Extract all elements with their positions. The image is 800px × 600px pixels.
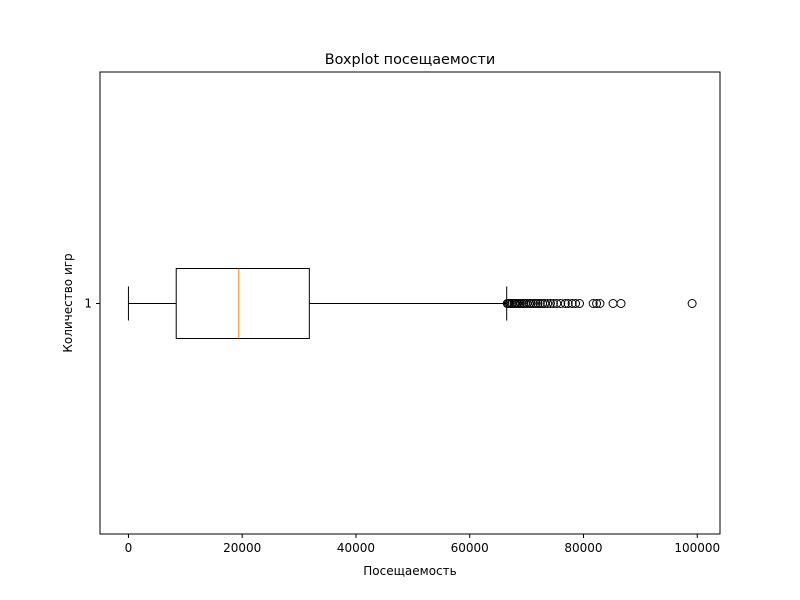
plot-area: 0 20000 40000 60000 80000 100000 1 — [84, 268, 720, 555]
y-tick-label: 1 — [84, 297, 92, 311]
outlier-point — [522, 299, 532, 308]
outlier-point — [563, 299, 573, 308]
x-tick-label: 0 — [125, 541, 133, 555]
outlier-point — [567, 299, 577, 308]
chart-title: Boxplot посещаемости — [325, 52, 495, 68]
outlier-point — [528, 299, 538, 308]
x-tick-label: 40000 — [337, 541, 375, 555]
outlier-point — [543, 299, 553, 308]
outlier-point — [526, 299, 536, 308]
outlier-point — [556, 299, 566, 308]
outlier-point — [571, 299, 581, 308]
outlier-point — [575, 299, 585, 308]
outlier-point — [531, 299, 541, 308]
x-axis-label: Посещаемость — [363, 564, 456, 578]
outlier-point — [687, 299, 697, 308]
outlier-point — [540, 299, 550, 308]
x-tick-label: 60000 — [451, 541, 489, 555]
outlier-point — [595, 299, 605, 308]
outlier-point — [588, 299, 598, 308]
outlier-point — [592, 299, 602, 308]
outlier-point — [552, 299, 562, 308]
y-axis-label: Количество игр — [61, 253, 75, 352]
outlier-point — [545, 299, 555, 308]
axes-frame — [99, 71, 721, 535]
x-tick-label: 80000 — [564, 541, 602, 555]
x-tick-label: 20000 — [223, 541, 261, 555]
outlier-point — [560, 299, 570, 308]
outlier-point — [535, 299, 545, 308]
outlier-point — [548, 299, 558, 308]
outlier-point — [616, 299, 626, 308]
outlier-point — [533, 299, 543, 308]
x-tick-label: 100000 — [674, 541, 720, 555]
box-iqr — [175, 268, 310, 339]
